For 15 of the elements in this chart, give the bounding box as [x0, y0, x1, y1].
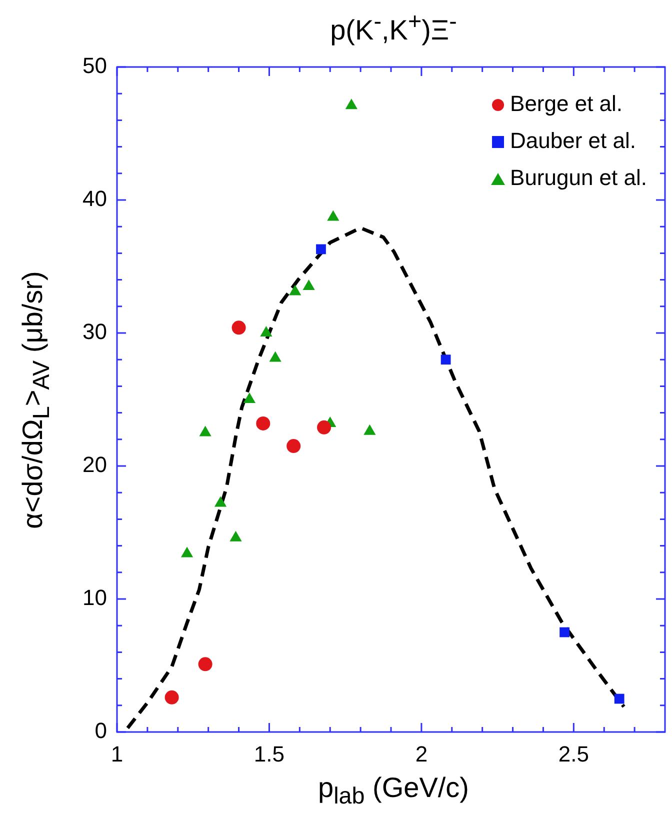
y-tick-label: 10: [82, 585, 107, 610]
y-tick-label: 40: [82, 186, 107, 212]
y-tick-label: 20: [82, 452, 107, 478]
y-tick-label: 50: [82, 53, 107, 78]
legend-label: Burugun et al.: [510, 165, 647, 190]
x-axis-title: p$_{lab}$ (GeV/c): [317, 772, 470, 810]
legend-label: Dauber et al.: [510, 128, 636, 154]
chart-title: p(K$^{-}$,K$^{+}$)Ξ$^{-}$: [329, 8, 458, 46]
x-tick-label: 2: [415, 741, 428, 766]
y-tick-label: 30: [82, 319, 107, 344]
x-tick-label: 1: [110, 741, 124, 766]
x-tick-label: 2.5: [558, 741, 589, 766]
legend-label: Berge et al.: [510, 91, 623, 116]
x-tick-label: 1.5: [254, 741, 285, 766]
y-tick-label: 0: [94, 718, 107, 744]
